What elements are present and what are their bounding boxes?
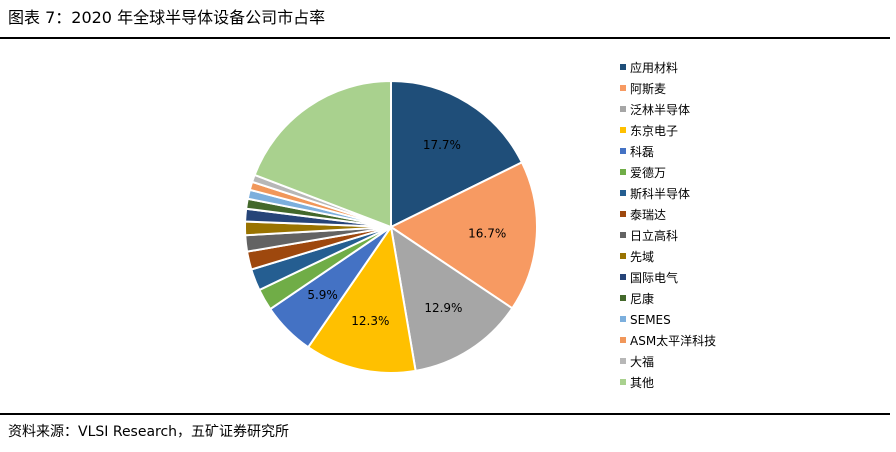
slice-data-label-1: 16.7% xyxy=(468,226,506,240)
pie-slices xyxy=(244,79,538,374)
pie-chart: 17.7% 16.7% 12.9% 12.3% 5.9% 应用材料阿斯麦泛林半导体东京电… xyxy=(244,60,716,390)
legend-swatch-3 xyxy=(620,127,626,133)
legend-swatch-4 xyxy=(620,148,626,154)
legend-swatch-13 xyxy=(620,337,626,343)
legend-label-6: 斯科半导体 xyxy=(630,187,690,201)
legend-label-8: 日立高科 xyxy=(630,228,678,243)
legend-label-12: SEMES xyxy=(630,313,671,327)
legend-label-13: ASM太平洋科技 xyxy=(630,333,716,348)
pie-slice-1 xyxy=(389,161,538,310)
legend-label-3: 东京电子 xyxy=(630,124,678,138)
slice-data-label-2: 12.9% xyxy=(424,301,462,315)
legend-swatch-7 xyxy=(620,211,626,217)
pie-slice-2 xyxy=(389,224,514,373)
legend-swatch-0 xyxy=(620,64,626,70)
source-note: 资料来源：VLSI Research，五矿证券研究所 xyxy=(8,424,290,440)
pie-slice-0 xyxy=(390,79,524,229)
legend-swatch-9 xyxy=(620,253,626,259)
legend-swatch-12 xyxy=(620,316,626,322)
legend-label-10: 国际电气 xyxy=(630,270,678,285)
legend-swatch-10 xyxy=(620,274,626,280)
legend-swatch-8 xyxy=(620,232,626,238)
legend-swatch-6 xyxy=(620,190,626,196)
pie-slice-15 xyxy=(253,79,392,229)
figure-title: 图表 7：2020 年全球半导体设备公司市占率 xyxy=(8,8,326,27)
legend-swatch-1 xyxy=(620,85,626,91)
legend-swatch-11 xyxy=(620,295,626,301)
legend-label-11: 尼康 xyxy=(630,291,654,306)
legend-swatch-14 xyxy=(620,358,626,364)
legend-swatch-2 xyxy=(620,106,626,112)
legend-label-0: 应用材料 xyxy=(630,60,678,75)
legend: 应用材料阿斯麦泛林半导体东京电子科磊爱德万斯科半导体泰瑞达日立高科先域国际电气尼… xyxy=(620,60,716,390)
legend-label-14: 大福 xyxy=(630,354,654,369)
slice-data-label-4: 5.9% xyxy=(307,288,338,302)
legend-label-2: 泛林半导体 xyxy=(630,103,690,117)
bottom-divider xyxy=(0,413,890,415)
slice-data-label-0: 17.7% xyxy=(423,138,461,152)
legend-label-4: 科磊 xyxy=(630,145,654,159)
legend-label-1: 阿斯麦 xyxy=(630,82,666,96)
legend-label-15: 其他 xyxy=(630,376,654,390)
legend-label-7: 泰瑞达 xyxy=(630,208,666,222)
legend-swatch-5 xyxy=(620,169,626,175)
legend-label-9: 先域 xyxy=(630,250,654,264)
top-divider xyxy=(0,37,890,39)
slice-labels: 17.7% 16.7% 12.9% 12.3% 5.9% xyxy=(307,138,506,328)
pie-slice-3 xyxy=(306,224,417,374)
slice-data-label-3: 12.3% xyxy=(351,314,389,328)
legend-swatch-15 xyxy=(620,379,626,385)
legend-label-5: 爱德万 xyxy=(630,165,666,180)
